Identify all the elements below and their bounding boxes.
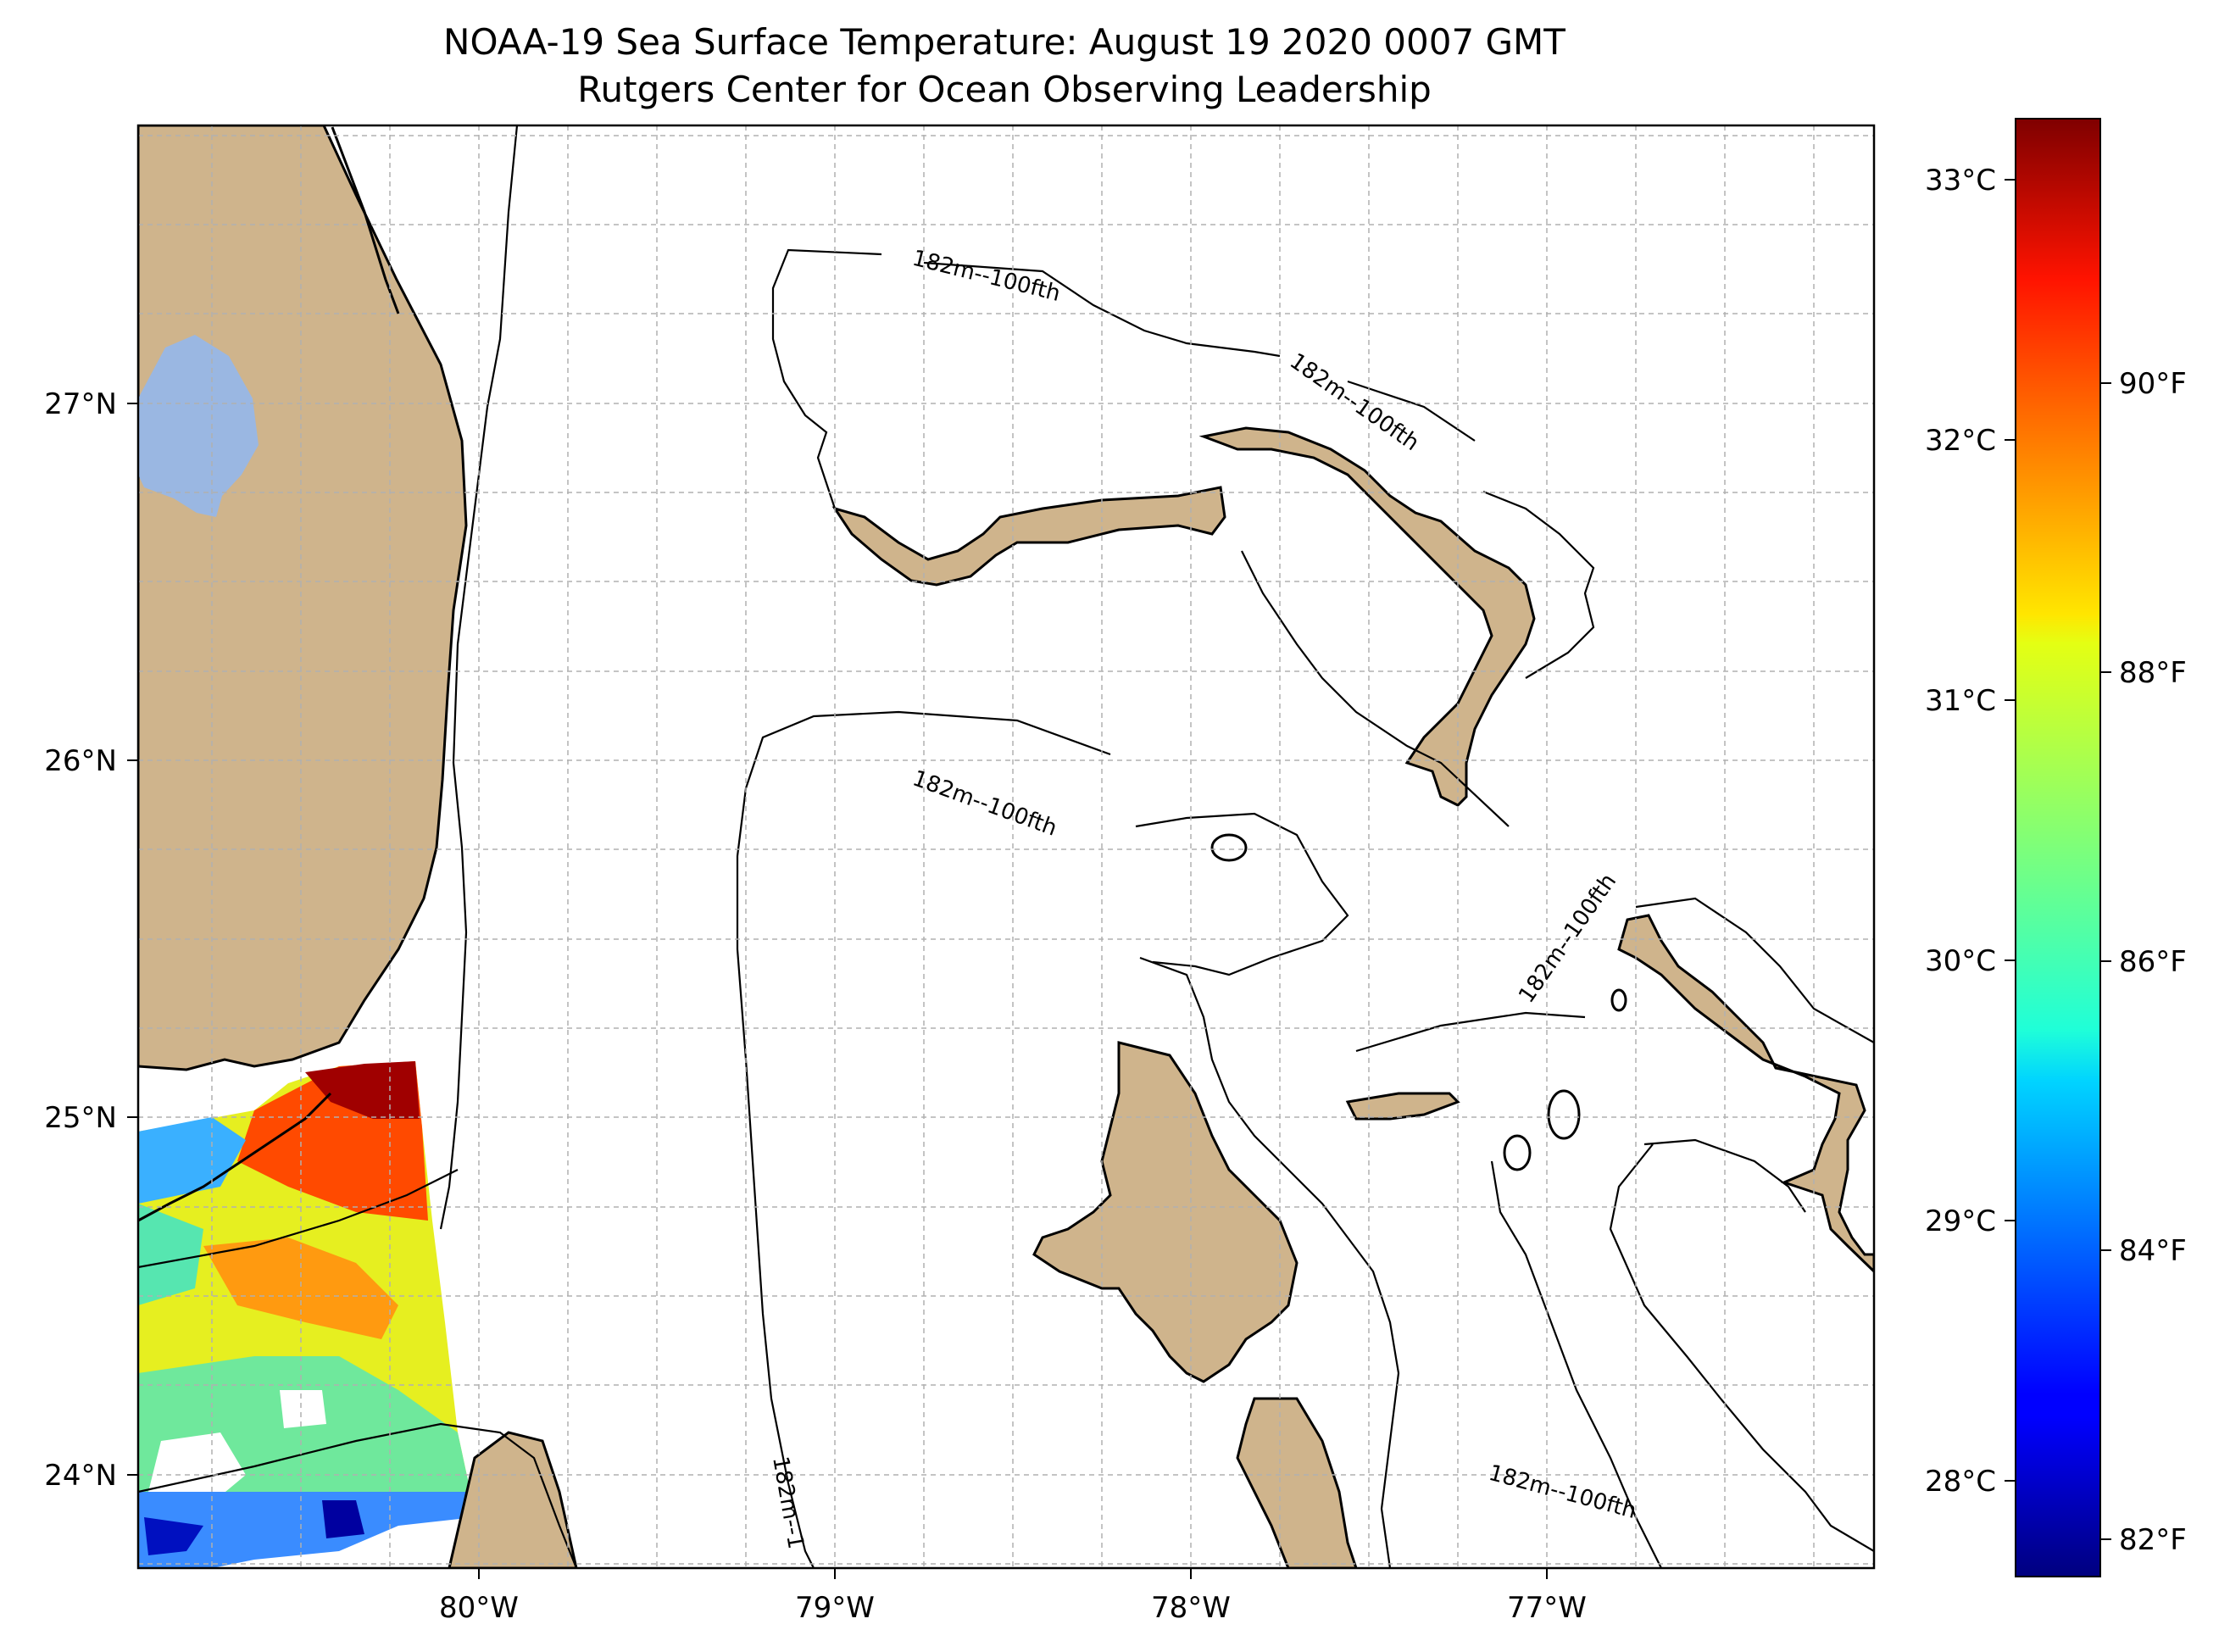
colorbar-label-32c: 32°C [1925, 424, 1996, 458]
lon-label-80w: 80°W [439, 1591, 519, 1625]
axis-ticks [127, 403, 1548, 1579]
chart-title: NOAA-19 Sea Surface Temperature: August … [443, 21, 1565, 63]
lake-okeechobee [138, 335, 259, 517]
colorbar-label-29c: 29°C [1925, 1204, 1996, 1238]
lon-label-79w: 79°W [795, 1591, 875, 1625]
lat-label-27: 27°N [44, 387, 117, 421]
contour-label-3: 182m--100fth [909, 765, 1060, 841]
contour-label-4: 182m--100fth [1514, 869, 1621, 1008]
lat-label-25: 25°N [44, 1101, 117, 1135]
map-area: 182m--100fth 182m--100fth 182m--100fth 1… [138, 125, 1874, 1568]
colorbar-label-30c: 30°C [1925, 944, 1996, 978]
colorbar-label-31c: 31°C [1925, 684, 1996, 718]
sst-swath [138, 1061, 475, 1568]
lat-label-26: 26°N [44, 744, 117, 778]
colorbar-label-33c: 33°C [1925, 164, 1996, 197]
contour-label-6: 182m--1 [767, 1455, 809, 1551]
colorbar-label-84f: 84°F [2119, 1234, 2187, 1268]
andros-land [1032, 1041, 1299, 1383]
colorbar-label-90f: 90°F [2119, 367, 2187, 401]
colorbar-label-28c: 28°C [1925, 1465, 1996, 1499]
florida-land [138, 125, 468, 1071]
map-frame [136, 124, 1876, 1570]
colorbar-label-86f: 86°F [2119, 945, 2187, 979]
lat-label-24: 24°N [44, 1459, 117, 1493]
chart-subtitle: Rutgers Center for Ocean Observing Leade… [577, 69, 1432, 110]
lon-label-77w: 77°W [1507, 1591, 1587, 1625]
colorbar-label-82f: 82°F [2119, 1523, 2187, 1557]
graticule [138, 125, 1874, 1568]
colorbar [2015, 118, 2101, 1577]
abaco-land [1198, 426, 1536, 807]
lon-label-78w: 78°W [1151, 1591, 1231, 1625]
colorbar-label-88f: 88°F [2119, 656, 2187, 690]
eleuthera-land [1617, 914, 1874, 1274]
contour-label-1: 182m--100fth [909, 246, 1063, 307]
contour-lines [138, 125, 1874, 1568]
